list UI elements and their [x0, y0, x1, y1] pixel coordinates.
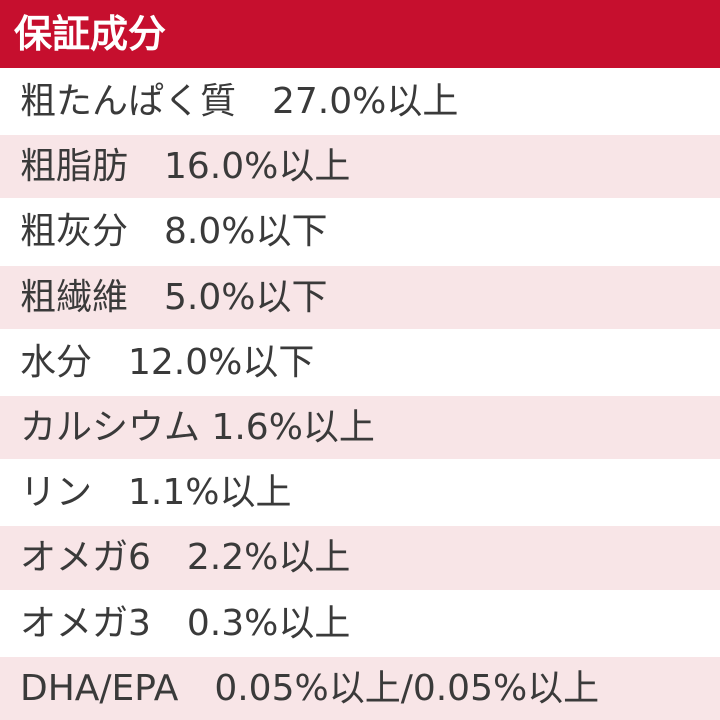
- header-title: 保証成分: [0, 0, 720, 68]
- table-row: DHA/EPA 0.05%以上/0.05%以上: [0, 656, 720, 720]
- table: 粗たんぱく質 27.0%以上粗脂肪 16.0%以上粗灰分 8.0%以下粗繊維 5…: [0, 70, 720, 720]
- table-row: 水分 12.0%以下: [20, 341, 315, 383]
- table-row: 粗脂肪 16.0%以上: [0, 135, 720, 199]
- table-row: リン 1.1%以上: [20, 472, 292, 514]
- table-row: オメガ3 0.3%以上: [20, 602, 351, 644]
- table-row: オメガ6 2.2%以上: [0, 526, 720, 590]
- table-row: 粗たんぱく質 27.0%以上: [20, 81, 459, 122]
- table-row: 粗繊維 5.0%以下: [0, 265, 720, 329]
- table-row: カルシウム 1.6%以上: [0, 395, 720, 460]
- table-row: 粗灰分 8.0%以下: [20, 211, 328, 253]
